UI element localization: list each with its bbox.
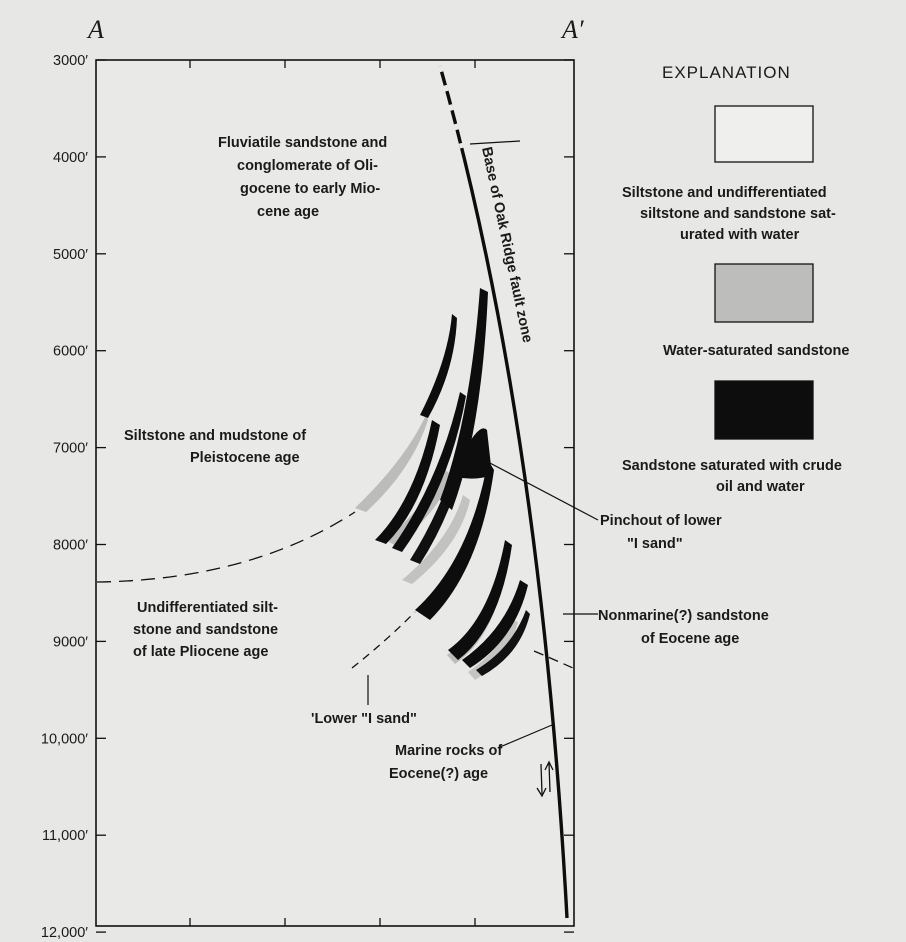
pliocene-label-2: stone and sandstone	[133, 622, 278, 638]
depth-tick-label: 9000′	[53, 634, 88, 650]
explanation-title: EXPLANATION	[662, 63, 791, 82]
marine-label-1: Marine rocks of	[395, 743, 502, 759]
fluviatile-label-4: cene age	[257, 204, 319, 220]
leader-lines	[367, 140, 599, 748]
oil-sand-lenses	[375, 288, 530, 676]
legend-swatch-water-sand	[714, 263, 814, 323]
black-lens-6	[455, 428, 492, 479]
section-label-a-prime: A′	[560, 15, 584, 44]
depth-tick-label: 11,000′	[42, 828, 88, 844]
legend-text-siltstone-2: siltstone and sandstone sat-	[640, 206, 836, 222]
depth-tick-label: 8000′	[53, 538, 88, 554]
pinchout-label-1: Pinchout of lower	[600, 513, 722, 529]
fault-motion-arrows	[536, 760, 554, 798]
legend-text-siltstone-1: Siltstone and undifferentiated	[622, 185, 827, 201]
oak-ridge-fault	[438, 65, 569, 919]
pleistocene-label-2: Pleistocene age	[190, 450, 300, 466]
depth-tick-label: 10,000′	[41, 731, 88, 747]
explanation-legend: EXPLANATION Siltstone and undifferentiat…	[622, 63, 849, 495]
fault-dash-gaps	[438, 65, 464, 149]
legend-swatch-oil-sand	[714, 380, 814, 440]
nonmarine-label-2: of Eocene age	[641, 631, 739, 647]
depth-tick-label: 7000′	[53, 441, 88, 457]
marine-label-2: Eocene(?) age	[389, 766, 488, 782]
section-frame	[95, 59, 575, 927]
depth-tick-label: 3000′	[53, 53, 88, 69]
black-lens-8	[448, 540, 512, 660]
depth-tick-label: 12,000′	[41, 925, 88, 941]
pliocene-label-1: Undifferentiated silt-	[137, 600, 278, 616]
legend-text-oil-sand-1: Sandstone saturated with crude	[622, 458, 842, 474]
eocene-contact	[533, 650, 574, 669]
gray-lens-1	[355, 415, 428, 512]
black-lens-3	[392, 392, 466, 552]
dashed-contacts	[96, 511, 574, 669]
fluviatile-label-2: conglomerate of Oli-	[237, 158, 378, 174]
black-lens-1	[420, 314, 457, 418]
depth-axis: 3000′ 4000′ 5000′ 6000′ 7000′ 8000′ 9000′ 10,00…	[41, 53, 574, 941]
legend-text-water-sand: Water-saturated sandstone	[663, 343, 849, 359]
nonmarine-label-1: Nonmarine(?) sandstone	[598, 608, 769, 624]
gray-lens-3	[402, 495, 470, 584]
depth-tick-label: 6000′	[53, 344, 88, 360]
legend-text-siltstone-3: urated with water	[680, 227, 800, 243]
black-lens-5	[440, 288, 488, 510]
fluviatile-label-1: Fluviatile sandstone and	[218, 135, 387, 151]
fluviatile-label-3: gocene to early Mio-	[240, 181, 380, 197]
black-lens-10	[476, 610, 530, 676]
legend-text-oil-sand-2: oil and water	[716, 479, 805, 495]
black-lens-2	[375, 420, 440, 544]
pliocene-label-3: of late Pliocene age	[133, 644, 268, 660]
depth-tick-label: 5000′	[53, 247, 88, 263]
section-label-a: A	[86, 15, 104, 44]
legend-swatch-siltstone	[714, 105, 814, 163]
lower-i-sand-label: 'Lower "I sand"	[311, 711, 417, 727]
pleistocene-base-contact	[96, 511, 356, 583]
black-lens-7	[415, 460, 494, 620]
depth-tick-label: 4000′	[53, 150, 88, 166]
lower-i-sand-contact	[351, 611, 416, 669]
pinchout-label-2: "I sand"	[627, 536, 683, 552]
pleistocene-label-1: Siltstone and mudstone of	[124, 428, 306, 444]
black-lens-9	[462, 580, 528, 668]
